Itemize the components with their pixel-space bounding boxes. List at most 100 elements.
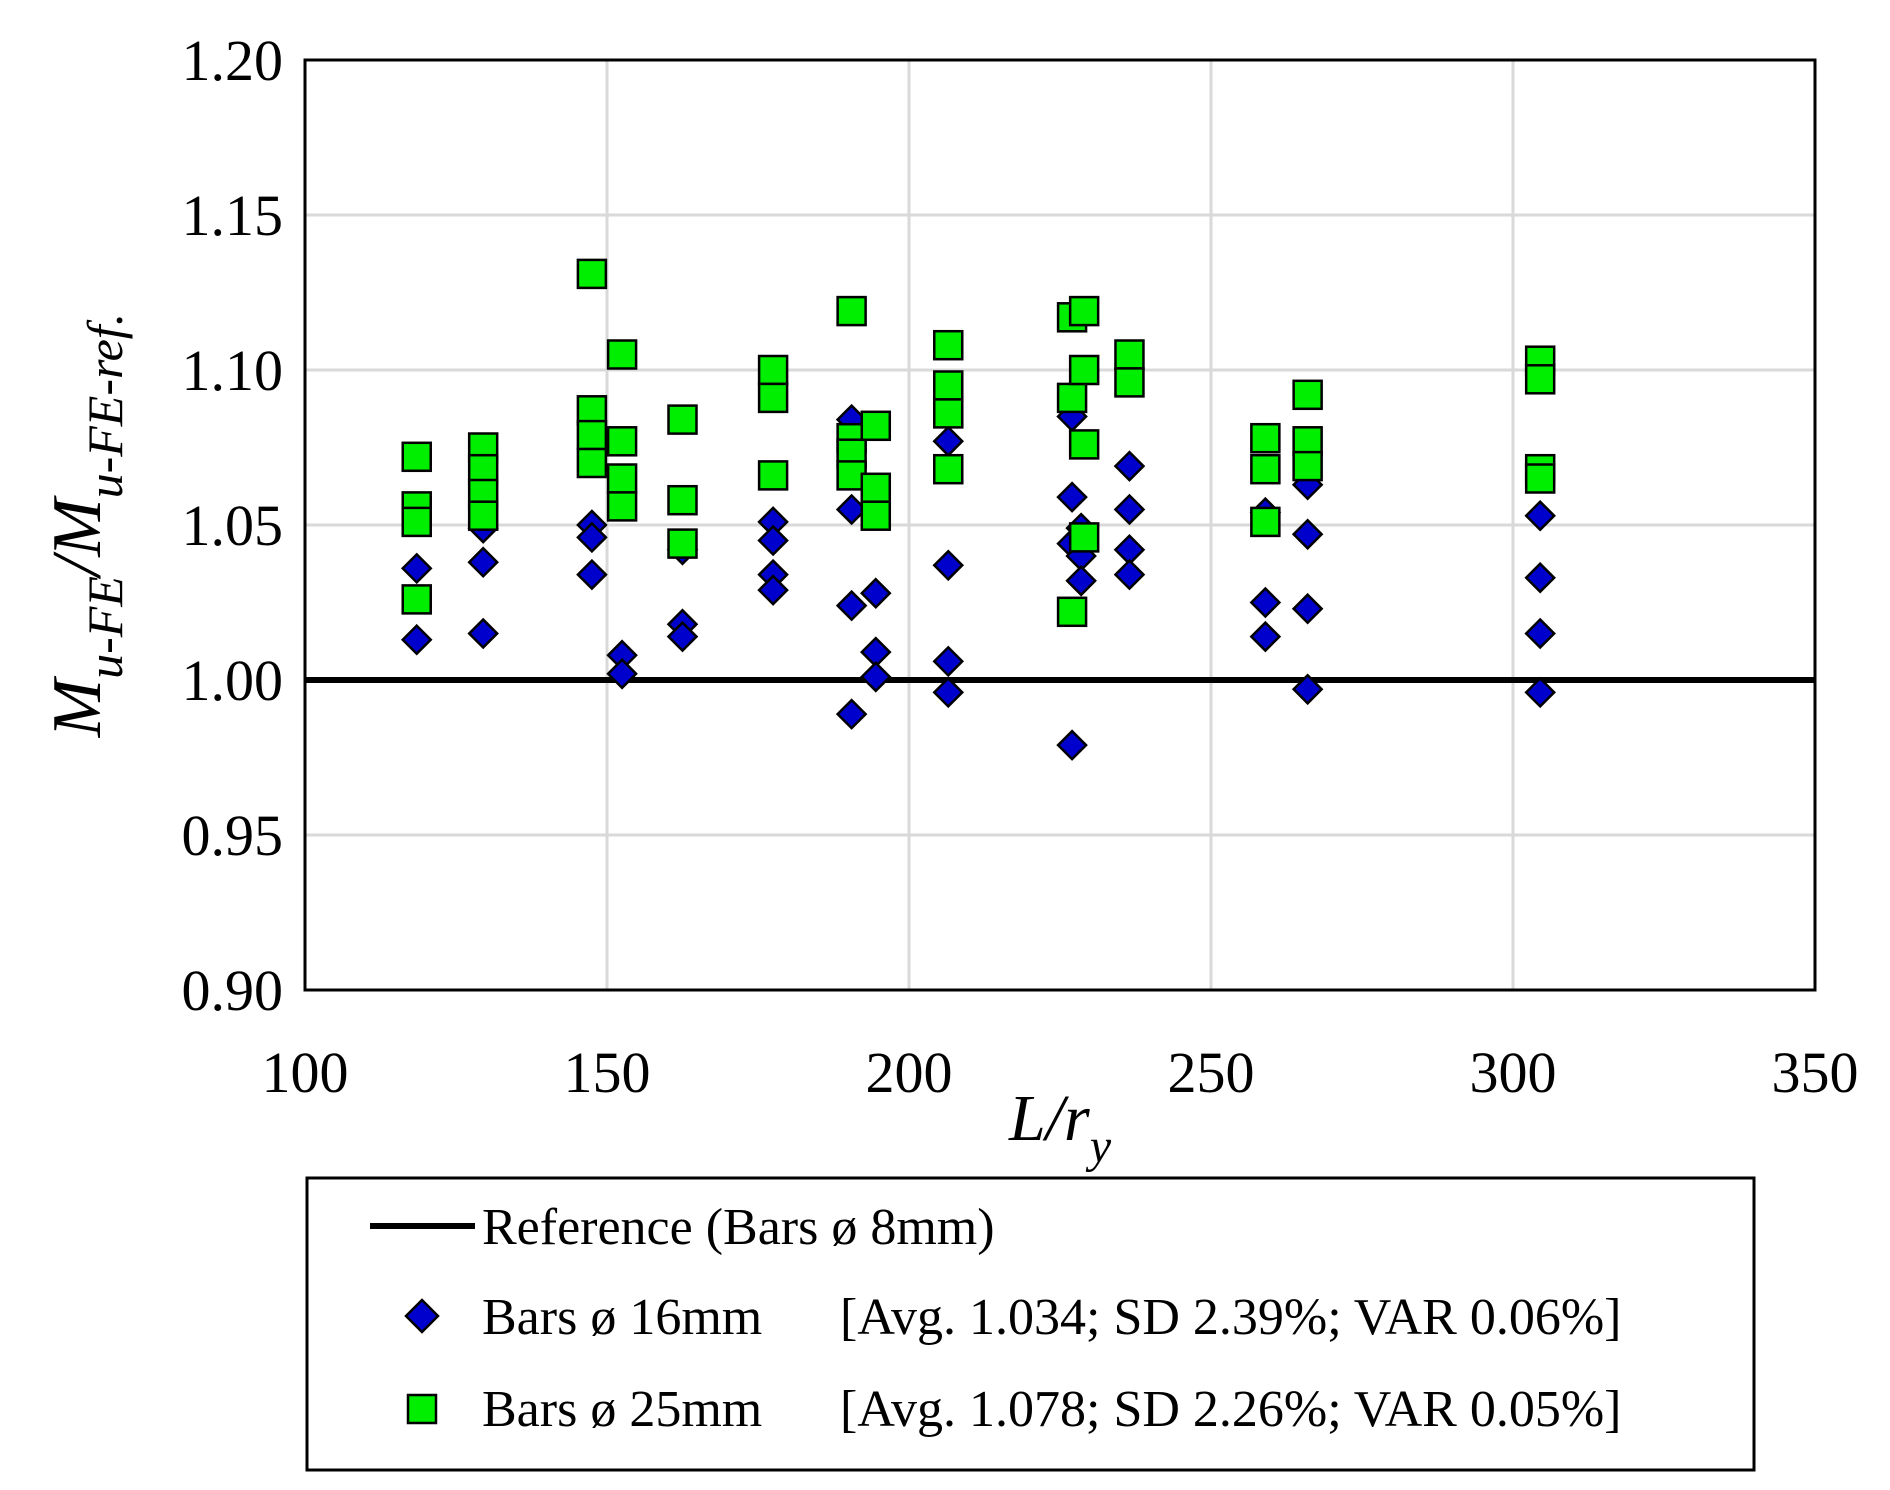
y-axis-title-sub1: u-FE [77,576,133,679]
point-16mm [1249,620,1282,653]
point-25mm [401,584,432,615]
point-25mm [757,354,789,386]
y-axis-title: Mu-FE/Mu-FE-ref. [39,313,133,738]
y-axis-title-sub2: u-FE-ref. [77,313,133,499]
y-tick-label: 1.00 [182,648,284,713]
legend: Reference (Bars ø 8mm) Bars ø 16mm [Avg. … [305,1176,1756,1472]
point-16mm [1113,493,1146,526]
x-tick-label: 100 [262,1040,349,1105]
y-tick-label: 0.90 [182,958,284,1023]
legend-16mm-label: Bars ø 16mm [Avg. 1.034; SD 2.39%; VAR 0.… [482,1289,1621,1346]
point-16mm [835,698,868,730]
point-25mm [576,395,608,426]
x-tick-label: 150 [564,1040,651,1105]
x-tick-labels: 100 150 200 250 300 350 [262,1040,1859,1105]
point-16mm [606,658,638,690]
y-tick-label: 1.15 [182,183,284,248]
point-25mm [606,339,638,370]
point-25mm [1114,367,1145,398]
point-25mm [933,370,964,401]
legend-box [305,1176,1756,1472]
legend-25mm-name: Bars ø 25mm [482,1381,762,1438]
point-25mm [667,484,698,516]
plot-frame [303,58,1817,992]
y-tick-labels: 0.90 0.95 1.00 1.05 1.10 1.15 1.20 [182,28,284,1023]
point-25mm [1292,450,1323,482]
point-16mm [757,524,789,557]
point-25mm [933,329,964,361]
x-tick-label: 350 [1772,1040,1859,1105]
point-16mm [1524,617,1556,650]
point-25mm [1114,339,1145,370]
legend-16mm-name: Bars ø 16mm [482,1289,762,1346]
point-25mm [401,441,432,473]
point-16mm [757,574,789,606]
y-tick-label: 1.20 [182,28,284,93]
point-25mm [860,472,892,504]
point-16mm [576,521,608,554]
point-16mm [932,645,965,678]
legend-25mm-stats: [Avg. 1.078; SD 2.26%; VAR 0.05%] [840,1381,1621,1438]
point-25mm [1524,463,1556,494]
x-axis-title-sub: y [1085,1120,1112,1173]
y-axis-title-m2: M [39,495,116,558]
point-16mm [860,661,892,693]
legend-reference-label: Reference (Bars ø 8mm) [482,1199,995,1256]
y-tick-label: 1.05 [182,493,284,558]
point-16mm [1249,586,1282,619]
y-axis-title-m1: M [39,675,116,738]
x-tick-label: 200 [866,1040,953,1105]
point-16mm [1065,565,1097,597]
legend-16mm-swatch [404,1298,440,1334]
y-tick-label: 1.10 [182,338,284,403]
point-25mm [1068,295,1100,327]
point-16mm [400,552,433,585]
point-16mm [1524,676,1556,709]
point-25mm [1056,596,1088,628]
point-25mm [1292,379,1323,411]
point-25mm [606,426,638,457]
point-25mm [576,447,608,479]
point-16mm [835,589,868,622]
point-25mm [1056,382,1088,414]
legend-25mm-swatch [406,1393,438,1425]
point-25mm [467,500,499,531]
point-25mm [860,410,892,442]
point-16mm [1056,729,1088,761]
point-25mm [1068,522,1100,553]
point-16mm [1056,481,1088,513]
point-16mm [1524,499,1556,532]
legend-16mm-stats: [Avg. 1.034; SD 2.39%; VAR 0.06%] [840,1289,1621,1346]
point-16mm [1113,558,1146,591]
x-tick-label: 300 [1470,1040,1557,1105]
point-25mm [1250,506,1281,538]
point-25mm [836,295,867,327]
point-25mm [757,382,789,414]
x-axis-title: L/ry [1008,1082,1112,1173]
point-16mm [860,577,892,609]
point-16mm [1113,450,1146,482]
data-points [400,258,1556,761]
legend-25mm-label: Bars ø 25mm [Avg. 1.078; SD 2.26%; VAR 0.… [482,1381,1621,1438]
point-25mm [1524,364,1556,395]
point-16mm [932,549,965,582]
point-25mm [757,460,789,491]
point-16mm [1291,518,1324,551]
x-axis-title-main: L/r [1008,1082,1090,1155]
point-16mm [1524,561,1556,594]
point-25mm [606,491,638,522]
point-16mm [1291,592,1324,625]
point-25mm [933,398,964,429]
point-25mm [1250,453,1281,485]
point-16mm [666,620,699,653]
point-25mm [860,500,892,531]
point-16mm [576,558,608,591]
point-16mm [400,623,433,656]
point-25mm [1068,429,1100,460]
point-25mm [1068,354,1100,386]
point-16mm [932,676,965,709]
x-tick-label: 250 [1168,1040,1255,1105]
point-16mm [467,546,499,578]
point-25mm [1250,422,1281,454]
